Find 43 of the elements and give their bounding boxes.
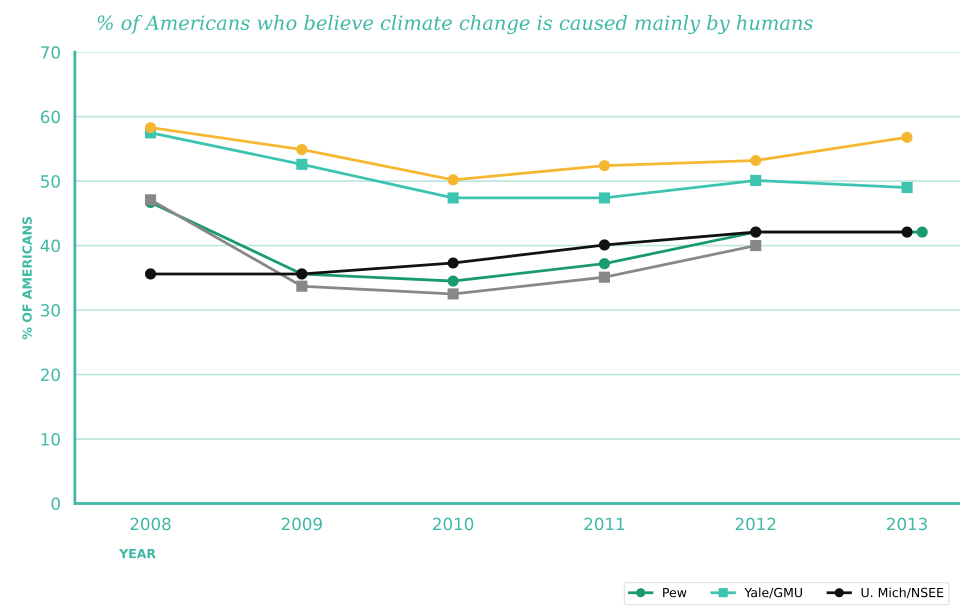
y-axis-title: % OF AMERICANS [22,216,32,340]
chart-title: % of Americans who believe climate change is caused mainly by humans [98,15,813,34]
legend-label: Yale/GMU [744,588,802,598]
point [144,268,156,280]
y-tick-label: 20 [41,368,60,382]
point [901,182,913,194]
y-tick-label: 40 [40,240,60,252]
point [901,132,913,143]
point [598,192,610,204]
y-tick-label: 10 [42,432,60,446]
point [598,272,610,283]
point [750,174,762,186]
point [448,174,459,186]
point [296,144,308,156]
point [144,194,156,206]
x-tick-label: 2012 [736,518,776,530]
y-tick-label: 30 [41,304,60,317]
y-tick-label: 70 [41,46,60,59]
point [598,160,610,172]
x-tick-label: 2010 [433,518,474,530]
point [598,258,610,270]
point [448,276,459,287]
point [296,280,308,292]
y-tick-label: 50 [41,175,60,188]
x-tick-label: 2009 [282,518,322,530]
point [296,158,308,170]
y-tick-label: 60 [40,110,60,124]
point [448,257,459,269]
x-axis-title: YEAR [119,548,156,558]
legend-label: U. Mich/NSEE [862,588,944,598]
point [448,288,459,300]
x-tick-label: 2008 [130,518,171,530]
point [750,154,762,166]
legend-label: Pew [663,588,686,598]
point [448,192,459,204]
x-tick-label: 2011 [584,518,624,530]
point [750,240,762,252]
point [598,239,610,251]
y-tick-label: 0 [51,497,60,510]
point [916,226,928,238]
point [901,226,913,238]
point [144,122,156,134]
x-tick-label: 2013 [887,518,927,530]
